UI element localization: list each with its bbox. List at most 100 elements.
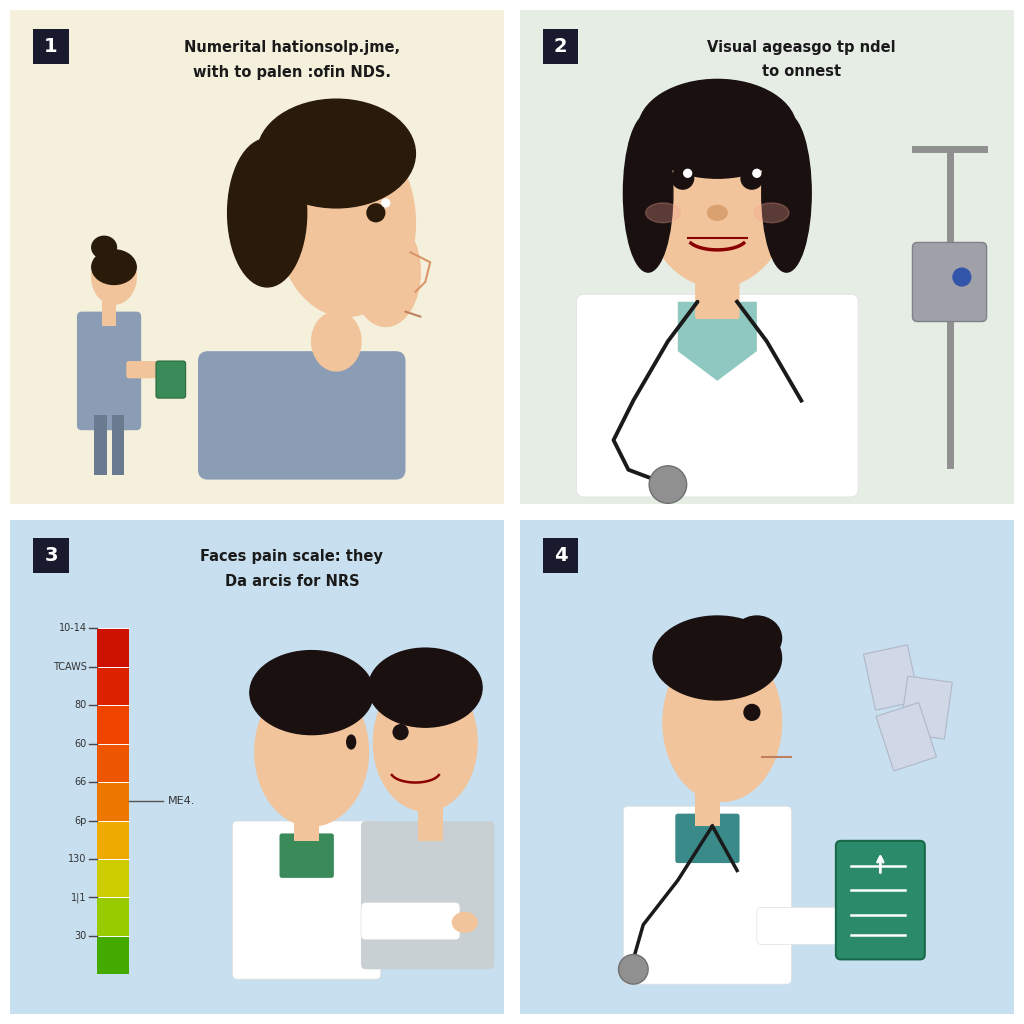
Bar [96,859,129,897]
Bar [96,820,129,859]
Circle shape [393,725,408,739]
Ellipse shape [255,678,369,826]
Circle shape [953,268,971,286]
Circle shape [753,169,761,177]
Ellipse shape [755,203,788,222]
Ellipse shape [638,80,797,178]
FancyBboxPatch shape [361,902,460,940]
Bar [96,897,129,936]
Ellipse shape [347,735,355,749]
Text: with to palen :ofin NDS.: with to palen :ofin NDS. [193,65,391,80]
Ellipse shape [227,138,307,287]
Ellipse shape [374,673,477,811]
Ellipse shape [250,650,374,734]
Ellipse shape [92,237,117,258]
Text: 10-14: 10-14 [58,624,87,634]
Text: ME4.: ME4. [168,797,196,806]
Ellipse shape [92,250,136,285]
Circle shape [367,204,385,222]
FancyBboxPatch shape [912,243,986,322]
Text: TCAWS: TCAWS [53,662,87,672]
Text: 66: 66 [75,777,87,787]
FancyBboxPatch shape [863,645,920,711]
Bar [96,936,129,974]
Text: 130: 130 [69,854,87,864]
Text: 2: 2 [554,37,567,55]
Circle shape [744,705,760,720]
FancyBboxPatch shape [232,821,381,979]
Bar [96,743,129,782]
Ellipse shape [351,218,420,327]
FancyBboxPatch shape [77,311,141,430]
FancyBboxPatch shape [695,264,739,319]
Circle shape [741,167,763,189]
Circle shape [382,199,390,207]
Ellipse shape [624,114,673,272]
Bar [96,667,129,706]
Circle shape [672,167,693,189]
Ellipse shape [732,616,781,660]
FancyBboxPatch shape [126,361,176,378]
FancyBboxPatch shape [361,821,495,970]
FancyBboxPatch shape [577,294,858,497]
FancyBboxPatch shape [900,676,952,739]
Circle shape [684,169,691,177]
Ellipse shape [311,311,361,371]
Ellipse shape [278,129,416,316]
FancyBboxPatch shape [624,806,792,984]
Bar [96,629,129,667]
Ellipse shape [663,643,781,802]
FancyBboxPatch shape [519,520,1014,1014]
Text: 80: 80 [75,700,87,711]
Text: 4: 4 [554,546,567,565]
FancyBboxPatch shape [101,297,117,327]
FancyBboxPatch shape [294,802,319,841]
Ellipse shape [708,206,727,220]
Text: 3: 3 [44,546,57,565]
Ellipse shape [646,203,680,222]
Text: to onnest: to onnest [762,65,841,80]
FancyBboxPatch shape [280,834,334,878]
FancyBboxPatch shape [519,10,1014,505]
Text: Faces pain scale: they: Faces pain scale: they [201,549,383,564]
Ellipse shape [643,99,792,287]
Text: Visual ageasgo tp ndel: Visual ageasgo tp ndel [707,40,896,55]
Ellipse shape [762,114,811,272]
Text: Da arcis for NRS: Da arcis for NRS [224,573,359,589]
FancyBboxPatch shape [543,29,578,63]
Ellipse shape [369,648,482,727]
Polygon shape [678,302,757,381]
Ellipse shape [653,616,781,700]
FancyBboxPatch shape [156,361,185,398]
FancyBboxPatch shape [418,802,442,841]
Bar [96,782,129,820]
Text: Numerital hationsolp.jme,: Numerital hationsolp.jme, [183,40,400,55]
Ellipse shape [453,912,477,932]
Circle shape [618,954,648,984]
Bar [94,416,106,475]
FancyBboxPatch shape [34,29,69,63]
Text: 60: 60 [75,738,87,749]
Ellipse shape [257,99,416,208]
Ellipse shape [856,918,876,937]
Ellipse shape [643,110,792,159]
Text: 30: 30 [75,931,87,941]
FancyBboxPatch shape [10,10,504,505]
Circle shape [649,466,687,504]
FancyBboxPatch shape [543,538,578,573]
Bar [96,706,129,743]
FancyBboxPatch shape [876,702,937,771]
Bar [112,416,124,475]
FancyBboxPatch shape [198,351,406,479]
FancyBboxPatch shape [34,538,69,573]
FancyBboxPatch shape [757,907,865,944]
FancyBboxPatch shape [10,520,504,1014]
Text: 1: 1 [44,37,57,55]
Text: 1|1: 1|1 [72,892,87,902]
Ellipse shape [268,203,296,243]
FancyBboxPatch shape [675,814,739,863]
Ellipse shape [92,250,136,304]
Text: 6p: 6p [75,815,87,825]
FancyBboxPatch shape [836,841,925,959]
FancyBboxPatch shape [695,786,720,826]
